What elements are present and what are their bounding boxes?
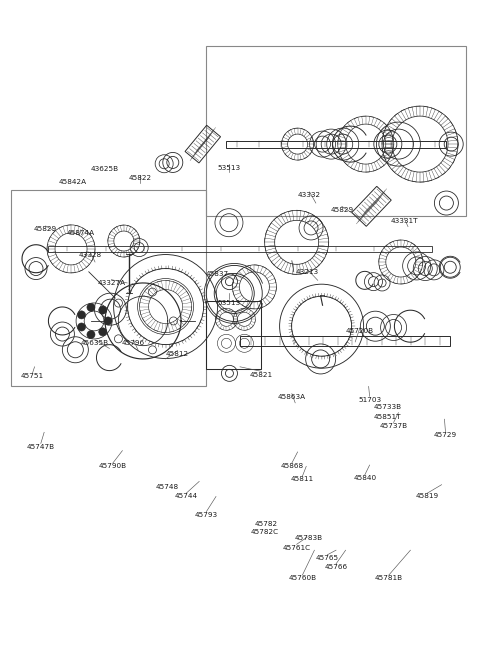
Circle shape	[99, 306, 107, 314]
Text: 45842A: 45842A	[59, 179, 87, 185]
Circle shape	[104, 317, 112, 325]
Text: 45782: 45782	[255, 521, 278, 527]
Text: 45837: 45837	[205, 271, 228, 277]
Text: 45720B: 45720B	[346, 328, 374, 334]
Text: 43332: 43332	[298, 192, 321, 198]
Text: 45812: 45812	[166, 350, 189, 357]
Text: 43328: 43328	[79, 252, 102, 259]
Text: 45851T: 45851T	[374, 413, 402, 420]
Bar	[206, 301, 262, 369]
Text: 45829: 45829	[34, 226, 57, 233]
Text: 45819: 45819	[416, 493, 439, 500]
Text: 45748: 45748	[156, 484, 179, 491]
Text: 45733B: 45733B	[374, 404, 402, 411]
Circle shape	[99, 328, 107, 336]
Text: 45829: 45829	[330, 206, 353, 213]
Text: 51703: 51703	[358, 396, 381, 403]
Text: 45874A: 45874A	[67, 230, 95, 236]
Text: 45760B: 45760B	[288, 575, 316, 582]
Text: 45821: 45821	[250, 371, 273, 378]
Text: 45737B: 45737B	[380, 422, 408, 429]
Text: 45744: 45744	[175, 493, 198, 500]
Text: 45765: 45765	[316, 555, 339, 561]
Text: 45840: 45840	[353, 475, 376, 481]
Text: 45766: 45766	[324, 564, 348, 571]
Text: 45783B: 45783B	[295, 535, 323, 542]
Circle shape	[77, 311, 85, 319]
Text: 45868: 45868	[280, 463, 303, 470]
Text: 45822: 45822	[129, 175, 152, 181]
Text: 45761C: 45761C	[283, 544, 311, 551]
Text: 45751: 45751	[21, 373, 44, 379]
Text: 45747B: 45747B	[27, 443, 55, 450]
Text: 45790B: 45790B	[99, 463, 127, 470]
Text: 45793: 45793	[195, 512, 218, 518]
Text: 43327A: 43327A	[97, 280, 125, 286]
Text: 53513: 53513	[218, 299, 241, 306]
Circle shape	[87, 331, 95, 339]
Text: 43625B: 43625B	[91, 166, 119, 172]
Circle shape	[87, 303, 95, 311]
Text: 43213: 43213	[296, 269, 319, 276]
Text: 45729: 45729	[434, 432, 457, 438]
Text: 45635B: 45635B	[81, 340, 109, 346]
Text: 45863A: 45863A	[278, 394, 306, 400]
Text: 53513: 53513	[218, 164, 241, 171]
Circle shape	[77, 323, 85, 331]
Text: 43331T: 43331T	[390, 218, 418, 225]
Text: 45781B: 45781B	[375, 575, 403, 582]
Text: 45782C: 45782C	[251, 529, 279, 535]
Text: 45811: 45811	[291, 476, 314, 483]
Text: 45796: 45796	[122, 340, 145, 346]
